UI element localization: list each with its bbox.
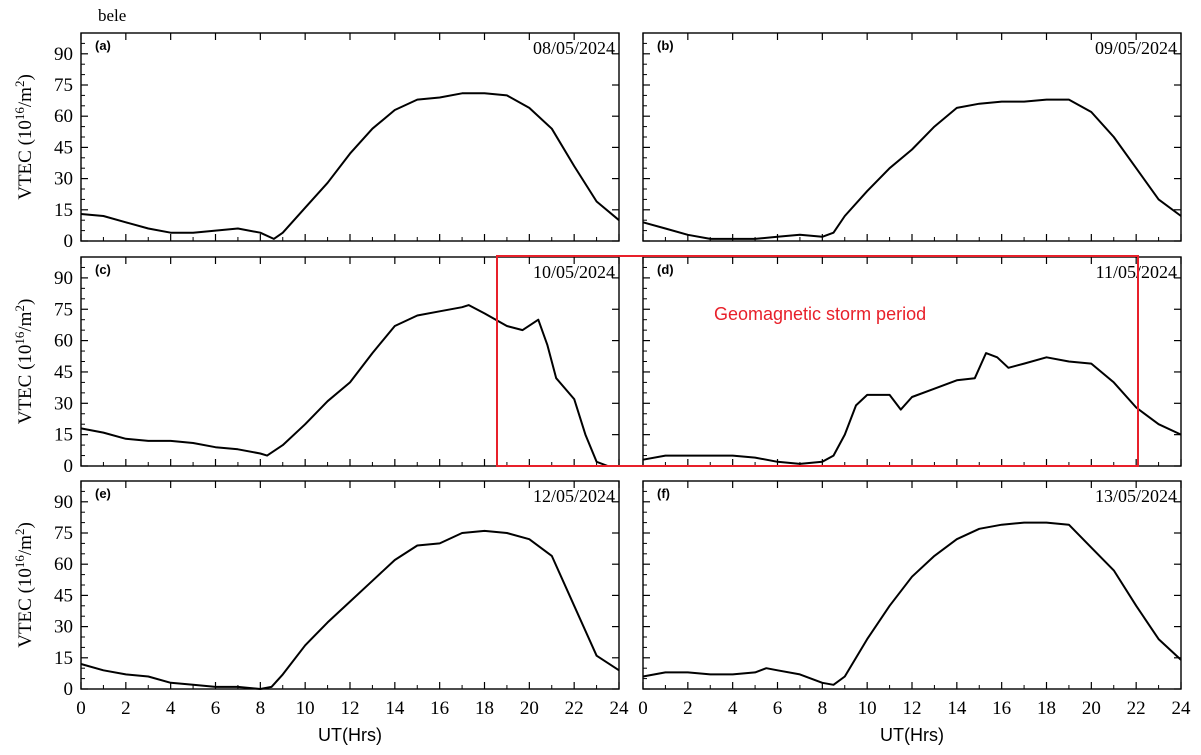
chart-0-ytick-label-2: 30: [54, 169, 73, 190]
chart-1-panel-tag: (b): [657, 38, 674, 53]
chart-5-series-line: [642, 521, 1182, 686]
chart-0-series-line: [80, 92, 620, 240]
storm-label: Geomagnetic storm period: [714, 304, 926, 324]
chart-4-xtick-label-4: 8: [256, 698, 266, 719]
chart-4-ytick-label-1: 15: [54, 648, 73, 669]
chart-4-xtick-label-10: 20: [520, 698, 539, 719]
chart-2-ytick-label-6: 90: [54, 268, 73, 289]
chart-3-series-line: [642, 352, 1182, 465]
chart-5-frame: [642, 480, 1182, 690]
chart-2-frame: [80, 256, 620, 467]
chart-5-xtick-label-2: 4: [728, 698, 738, 719]
chart-2-date-label: 10/05/2024: [533, 262, 615, 282]
chart-3-panel-tag: (d): [657, 262, 674, 277]
chart-4-ytick-label-3: 45: [54, 585, 73, 606]
panel-1: (b) 09/05/2024: [642, 32, 1182, 242]
chart-4-xlabel: UT(Hrs): [318, 725, 382, 745]
chart-2-panel-tag: (c): [95, 262, 111, 277]
chart-3-date-label: 11/05/2024: [1096, 262, 1177, 282]
chart-5-xtick-label-8: 16: [992, 698, 1011, 719]
chart-4-xtick-label-2: 4: [166, 698, 176, 719]
chart-0-ytick-label-5: 75: [54, 75, 73, 96]
chart-4-ytick-label-6: 90: [54, 492, 73, 513]
chart-2-ytick-label-2: 30: [54, 393, 73, 414]
chart-4-series-line: [80, 529, 620, 690]
chart-5-xlabel: UT(Hrs): [880, 725, 944, 745]
chart-0-ylabel: VTEC (1016/m2): [12, 74, 36, 200]
chart-0-ytick-label-1: 15: [54, 200, 73, 221]
chart-0-ytick-label-3: 45: [54, 137, 73, 158]
chart-4-ytick-label-5: 75: [54, 523, 73, 544]
chart-4-xtick-label-0: 0: [76, 698, 86, 719]
chart-4-xtick-label-9: 18: [475, 698, 494, 719]
chart-4-xtick-label-3: 6: [211, 698, 221, 719]
chart-1-series-line: [642, 98, 1182, 240]
chart-4-xtick-label-1: 2: [121, 698, 131, 719]
storm-period-box: [496, 255, 1139, 467]
chart-5-xtick-label-7: 14: [947, 698, 967, 719]
chart-0-ytick-label-4: 60: [54, 106, 73, 127]
chart-4-ytick-label-0: 0: [64, 679, 74, 700]
panel-3: (d) 11/05/2024: [642, 256, 1182, 467]
corner-label: bele: [98, 6, 126, 25]
chart-4-xtick-label-6: 12: [341, 698, 360, 719]
chart-5-xtick-label-3: 6: [773, 698, 783, 719]
chart-4-ytick-label-2: 30: [54, 617, 73, 638]
chart-5-xtick-label-1: 2: [683, 698, 693, 719]
chart-5-panel-tag: (f): [657, 486, 670, 501]
chart-0-date-label: 08/05/2024: [533, 38, 615, 58]
chart-3-frame: [642, 256, 1182, 467]
chart-5-xtick-label-10: 20: [1082, 698, 1101, 719]
chart-2-ytick-label-4: 60: [54, 331, 73, 352]
chart-5-xtick-label-5: 10: [858, 698, 877, 719]
chart-2-series-line: [80, 304, 619, 467]
chart-0-panel-tag: (a): [95, 38, 111, 53]
panel-2: 0 15 30 45 60 75 90 (c) 10/05/2024 VTEC (1016/m2): [12, 256, 620, 477]
chart-2-ytick-label-1: 15: [54, 425, 73, 446]
chart-4-xtick-label-8: 16: [430, 698, 449, 719]
chart-2-ytick-label-3: 45: [54, 362, 73, 383]
chart-5-date-label: 13/05/2024: [1095, 486, 1177, 506]
chart-0-ytick-label-0: 0: [64, 231, 74, 252]
chart-4-frame: [80, 480, 620, 690]
chart-4-xtick-label-11: 22: [565, 698, 584, 719]
chart-2-ytick-label-0: 0: [64, 456, 74, 477]
chart-1-frame: [642, 32, 1182, 242]
panel-5: 0 2 4 6 8 10 12 14 16 18 20 22 24(f) 13/05/2024UT(Hrs…: [638, 480, 1192, 745]
chart-4-panel-tag: (e): [95, 486, 111, 501]
chart-5-xtick-label-11: 22: [1127, 698, 1146, 719]
chart-5-xtick-label-0: 0: [638, 698, 648, 719]
chart-4-ylabel: VTEC (1016/m2): [12, 522, 36, 648]
chart-4-xtick-label-7: 14: [385, 698, 405, 719]
chart-5-xtick-label-9: 18: [1037, 698, 1056, 719]
chart-4-xtick-label-12: 24: [610, 698, 630, 719]
chart-0-ytick-label-6: 90: [54, 44, 73, 65]
chart-5-xtick-label-6: 12: [903, 698, 922, 719]
chart-4-xtick-label-5: 10: [296, 698, 315, 719]
chart-4-date-label: 12/05/2024: [533, 486, 615, 506]
chart-4-ytick-label-4: 60: [54, 554, 73, 575]
chart-5-xtick-label-12: 24: [1172, 698, 1192, 719]
panel-0: 0 15 30 45 60 75 90 (a) 08/05/2024 VTEC (1016/m2): [12, 32, 620, 252]
chart-0-frame: [80, 32, 620, 242]
chart-2-ylabel: VTEC (1016/m2): [12, 299, 36, 425]
chart-2-ytick-label-5: 75: [54, 299, 73, 320]
chart-5-xtick-label-4: 8: [818, 698, 828, 719]
chart-1-date-label: 09/05/2024: [1095, 38, 1177, 58]
